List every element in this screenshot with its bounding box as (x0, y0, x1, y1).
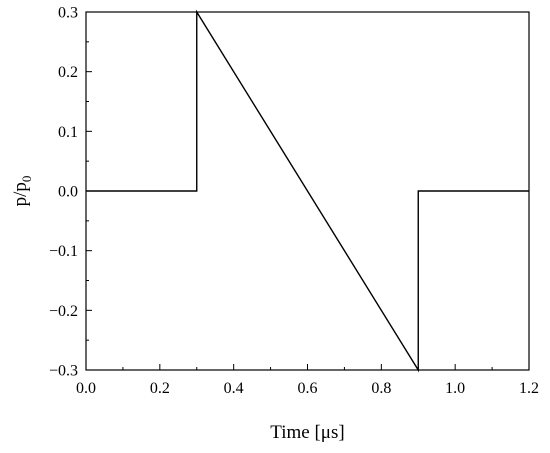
y-axis-title: p/p0 (10, 176, 34, 207)
x-axis-title: Time [μs] (270, 422, 344, 443)
y-tick-label: −0.1 (49, 243, 78, 260)
y-axis-title-subscript: 0 (19, 176, 34, 183)
x-tick-label: 0.0 (76, 380, 96, 397)
x-tick-label: 0.6 (298, 380, 318, 397)
x-tick-label: 1.2 (519, 380, 539, 397)
plot-frame (85, 11, 530, 371)
y-tick-label: 0.2 (58, 64, 78, 81)
y-axis-title-base: p/p (10, 182, 31, 206)
series-layer (86, 9, 529, 373)
y-tick-label: −0.2 (49, 303, 78, 320)
x-tick-label: 1.0 (445, 380, 465, 397)
x-tick-labels: 0.0 0.2 0.4 0.6 0.8 1.0 1.2 (76, 380, 539, 397)
x-tick-label: 0.4 (224, 380, 244, 397)
y-tick-label: 0.1 (58, 124, 78, 141)
x-tick-label: 0.8 (371, 380, 391, 397)
y-tick-label: 0.3 (58, 5, 78, 22)
y-tick-label: −0.3 (49, 363, 78, 380)
series-line (86, 9, 529, 373)
y-tick-label: 0.0 (58, 184, 78, 201)
x-tick-label: 0.2 (150, 380, 170, 397)
y-tick-labels: −0.3 −0.2 −0.1 0.0 0.1 0.2 0.3 (49, 5, 78, 380)
